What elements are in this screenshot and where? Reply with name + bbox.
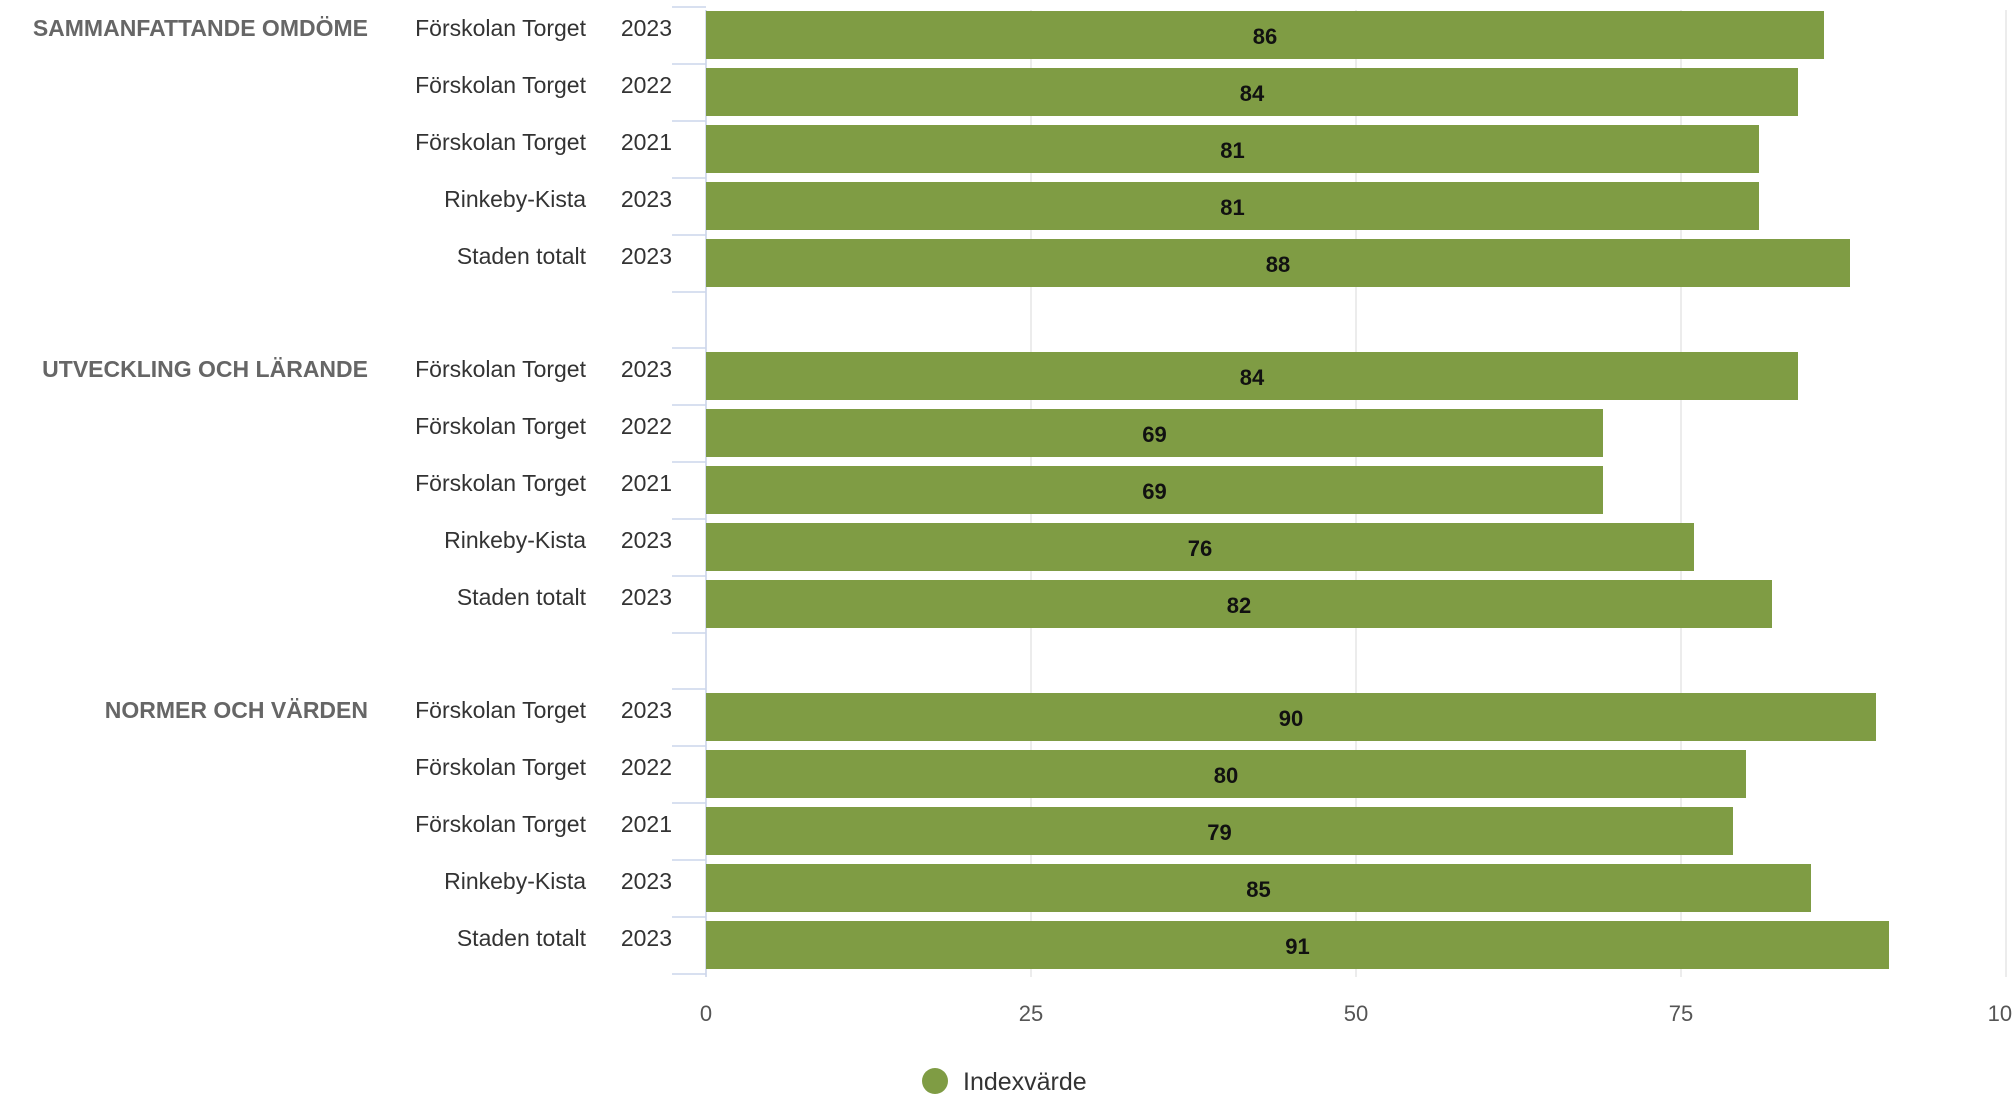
bar[interactable]	[706, 693, 1876, 741]
category-label: Staden totalt	[457, 584, 587, 610]
category-label: Rinkeby-Kista	[444, 527, 586, 553]
data-label: 84	[1240, 365, 1265, 390]
year-label: 2023	[621, 356, 672, 382]
data-label: 69	[1142, 479, 1166, 504]
data-label: 85	[1246, 877, 1270, 902]
data-label: 84	[1240, 81, 1265, 106]
group-label: NORMER OCH VÄRDEN	[105, 697, 368, 723]
group-label: SAMMANFATTANDE OMDÖME	[33, 15, 368, 41]
data-label: 86	[1253, 24, 1277, 49]
data-label: 69	[1142, 422, 1166, 447]
year-label: 2021	[621, 470, 672, 496]
category-label: Förskolan Torget	[415, 356, 586, 382]
bar[interactable]	[706, 409, 1603, 457]
bar[interactable]	[706, 864, 1811, 912]
year-label: 2023	[621, 243, 672, 269]
data-label: 80	[1214, 763, 1238, 788]
category-label: Förskolan Torget	[415, 811, 586, 837]
year-label: 2023	[621, 584, 672, 610]
bar[interactable]	[706, 68, 1798, 116]
bar[interactable]	[706, 523, 1694, 571]
category-label: Förskolan Torget	[415, 754, 586, 780]
year-label: 2022	[621, 413, 672, 439]
year-label: 2021	[621, 811, 672, 837]
x-tick-label: 50	[1344, 1001, 1368, 1026]
data-label: 79	[1207, 820, 1231, 845]
legend-label: Indexvärde	[963, 1068, 1087, 1094]
bar[interactable]	[706, 580, 1772, 628]
bar-layer	[706, 11, 1889, 969]
bar[interactable]	[706, 182, 1759, 230]
data-label: 91	[1285, 934, 1309, 959]
year-label: 2021	[621, 129, 672, 155]
year-label: 2023	[621, 186, 672, 212]
year-label: 2022	[621, 754, 672, 780]
x-tick-label: 100	[1988, 1001, 2013, 1026]
x-tick-label: 25	[1019, 1001, 1043, 1026]
category-label: Förskolan Torget	[415, 413, 586, 439]
category-label: Förskolan Torget	[415, 470, 586, 496]
category-label: Staden totalt	[457, 925, 587, 951]
bar[interactable]	[706, 352, 1798, 400]
category-label: Rinkeby-Kista	[444, 186, 586, 212]
category-label: Förskolan Torget	[415, 15, 586, 41]
bar[interactable]	[706, 807, 1733, 855]
year-label: 2023	[621, 925, 672, 951]
category-label: Rinkeby-Kista	[444, 868, 586, 894]
data-label: 76	[1188, 536, 1212, 561]
x-tick-label: 0	[700, 1001, 712, 1026]
category-label: Förskolan Torget	[415, 72, 586, 98]
category-label: Förskolan Torget	[415, 697, 586, 723]
legend-marker[interactable]	[922, 1068, 948, 1094]
category-label: Staden totalt	[457, 243, 587, 269]
data-label: 90	[1279, 706, 1303, 731]
axis-layer: 0 25 50 75 100	[672, 6, 2013, 1026]
data-label: 88	[1266, 252, 1290, 277]
x-tick-label: 75	[1669, 1001, 1693, 1026]
data-label: 81	[1220, 138, 1244, 163]
data-label: 81	[1220, 195, 1244, 220]
group-label: UTVECKLING OCH LÄRANDE	[42, 356, 368, 382]
category-label: Förskolan Torget	[415, 129, 586, 155]
bar[interactable]	[706, 466, 1603, 514]
legend[interactable]: Indexvärde	[922, 1068, 1087, 1094]
label-layer: 86 2023 Förskolan Torget 84 2022 Förskolan To…	[33, 15, 1310, 959]
year-label: 2023	[621, 527, 672, 553]
year-label: 2023	[621, 15, 672, 41]
data-label: 82	[1227, 593, 1251, 618]
year-label: 2022	[621, 72, 672, 98]
year-label: 2023	[621, 697, 672, 723]
bar[interactable]	[706, 239, 1850, 287]
bar[interactable]	[706, 125, 1759, 173]
bar[interactable]	[706, 750, 1746, 798]
year-label: 2023	[621, 868, 672, 894]
bar[interactable]	[706, 11, 1824, 59]
bar[interactable]	[706, 921, 1889, 969]
